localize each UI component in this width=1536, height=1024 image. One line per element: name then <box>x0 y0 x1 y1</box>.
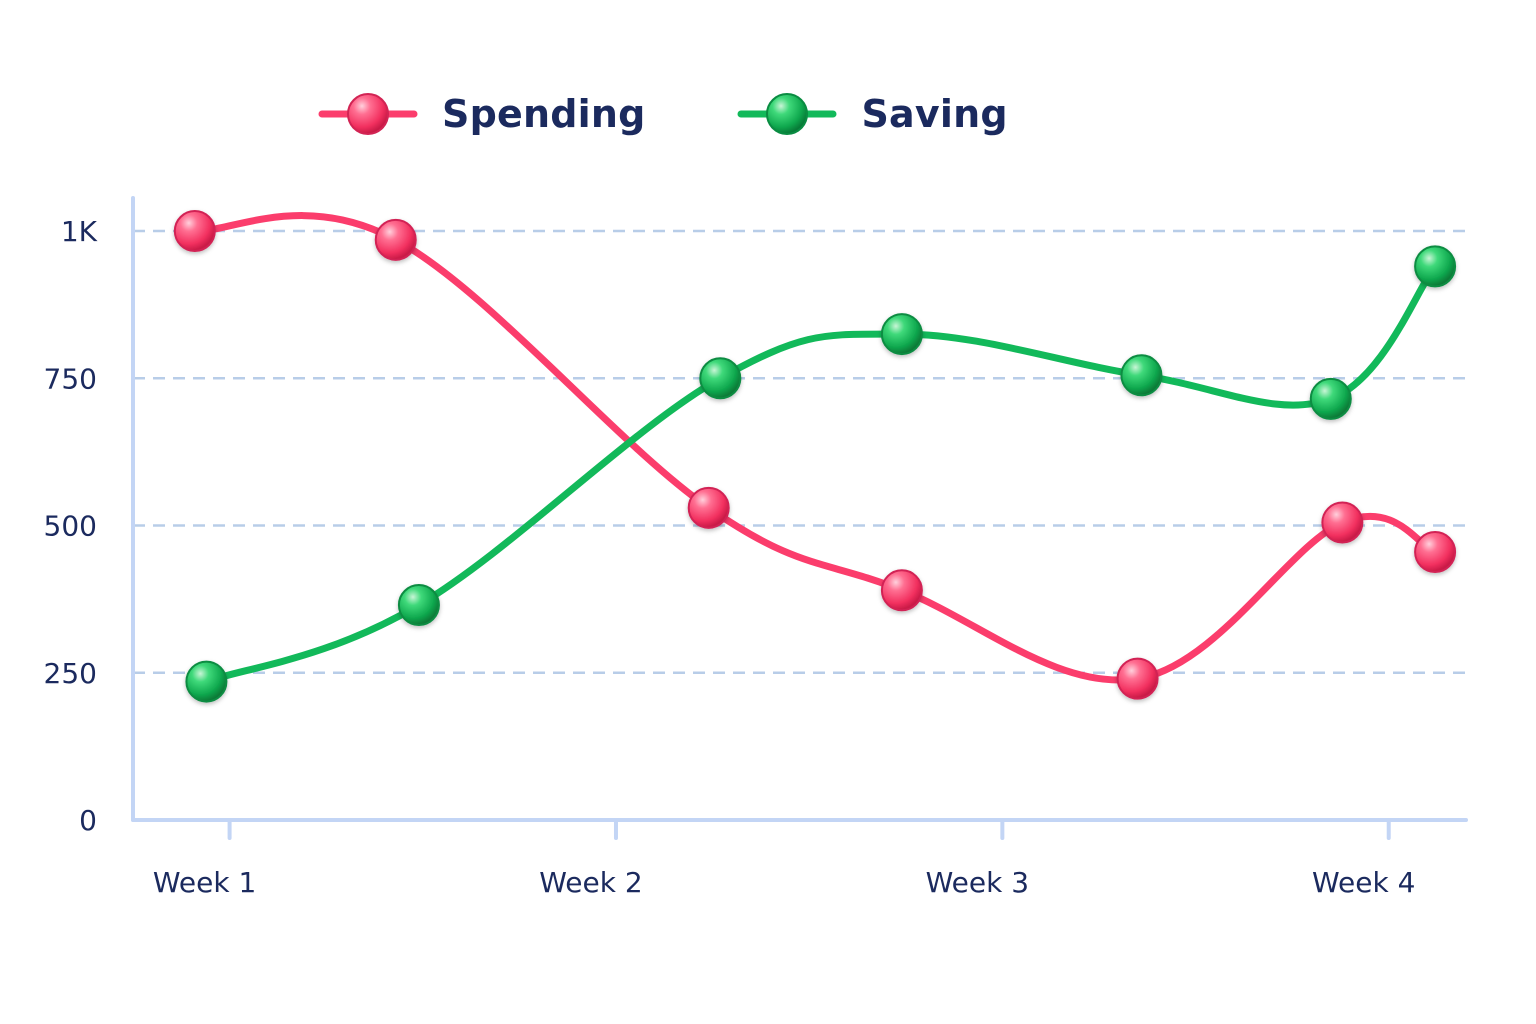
legend-label-saving: Saving <box>861 92 1008 136</box>
series-points <box>173 210 1457 703</box>
x-tick-label-4: Week 4 <box>1312 866 1415 899</box>
series-lines <box>191 212 1439 686</box>
data-point-spending-4[interactable] <box>880 569 923 612</box>
data-point-spending-3[interactable] <box>687 486 730 529</box>
x-tick-label-2: Week 2 <box>539 866 642 899</box>
data-point-saving-5[interactable] <box>1120 354 1163 397</box>
legend-item-saving[interactable]: Saving <box>737 86 1008 142</box>
y-tick-label-250: 250 <box>44 657 97 690</box>
x-tick-label-3: Week 3 <box>926 866 1029 899</box>
tick-labels: 0 250 500 750 1K Week 1 Week 2 Week 3 Week 4 <box>44 215 1416 899</box>
legend-swatch-saving <box>737 93 837 135</box>
y-tick-label-500: 500 <box>44 510 97 543</box>
data-point-spending-7[interactable] <box>1414 531 1457 574</box>
data-point-saving-1[interactable] <box>185 660 228 703</box>
series-line-saving <box>202 262 1439 686</box>
legend-label-spending: Spending <box>442 92 646 136</box>
data-point-spending-5[interactable] <box>1116 657 1159 700</box>
axes <box>131 196 1468 840</box>
data-point-saving-3[interactable] <box>699 357 742 400</box>
data-point-saving-4[interactable] <box>880 313 923 356</box>
data-point-saving-6[interactable] <box>1309 377 1352 420</box>
data-point-spending-1[interactable] <box>173 210 216 252</box>
legend: Spending Saving <box>318 86 1008 142</box>
legend-item-spending[interactable]: Spending <box>318 86 645 142</box>
data-point-spending-2[interactable] <box>374 218 417 261</box>
y-tick-label-1000: 1K <box>61 215 98 248</box>
y-tick-label-750: 750 <box>44 362 97 395</box>
legend-swatch-spending <box>318 93 418 135</box>
x-tick-label-1: Week 1 <box>153 866 256 899</box>
data-point-spending-6[interactable] <box>1321 501 1364 544</box>
series-line-spending <box>191 212 1439 684</box>
grid-lines <box>133 229 1466 674</box>
y-tick-label-0: 0 <box>79 804 97 837</box>
data-point-saving-2[interactable] <box>397 584 440 627</box>
data-point-saving-7[interactable] <box>1414 245 1457 288</box>
